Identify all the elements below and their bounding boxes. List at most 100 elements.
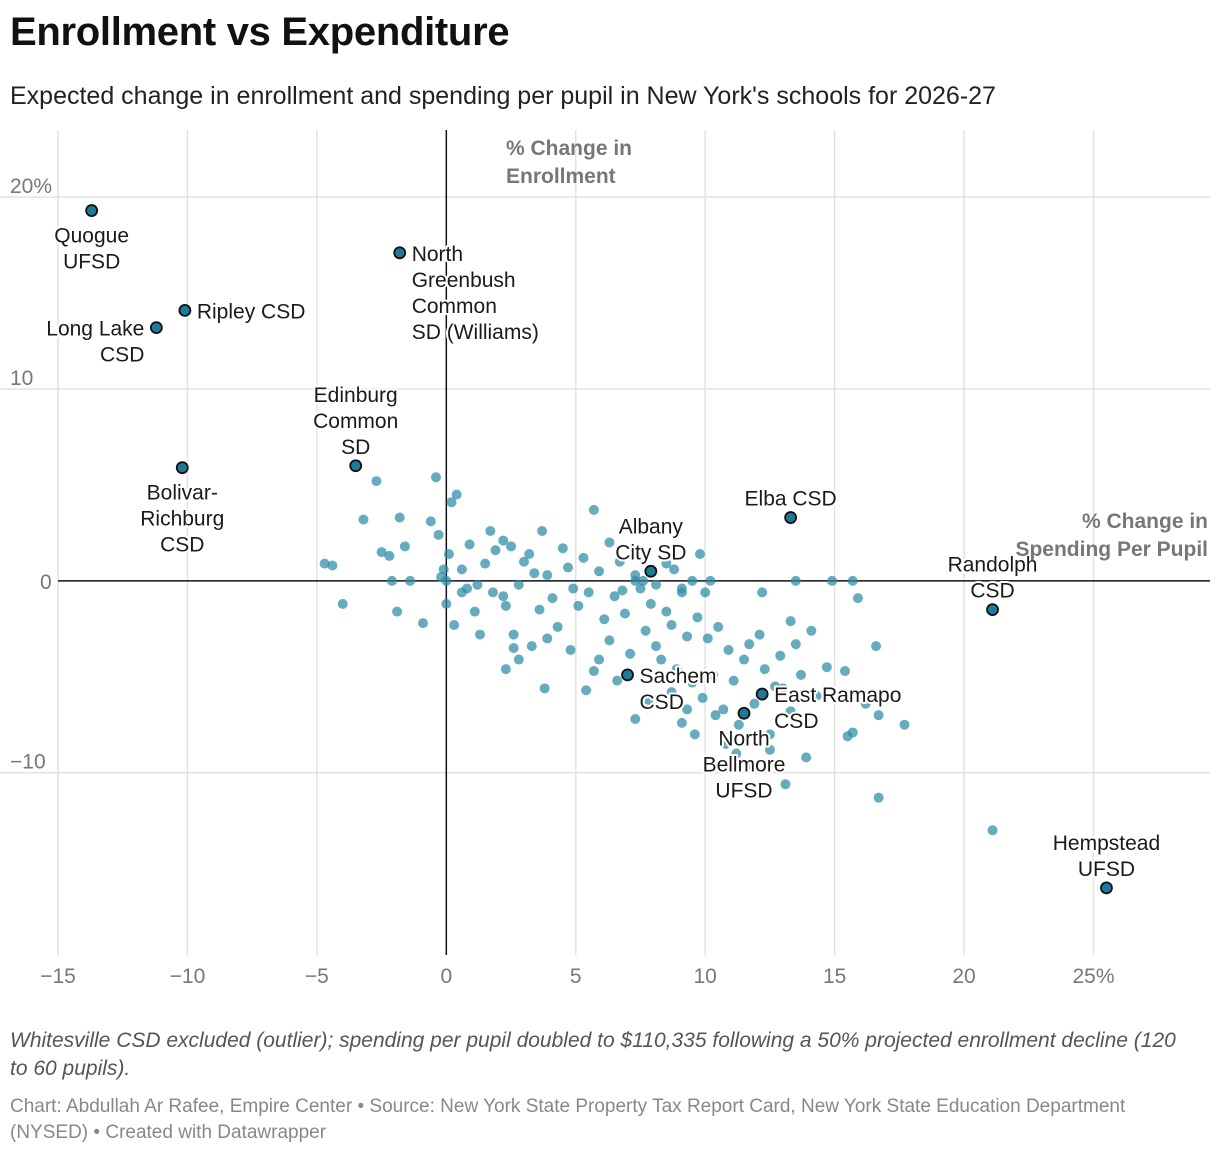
data-point [764,729,775,740]
point-label: CSD [100,344,144,367]
credit-source: Source: New York State Property Tax Repo… [10,1096,1126,1143]
x-tick-label: −10 [170,965,206,988]
credit-chart: Chart: Abdullah Ar Rafee, Empire Center [10,1096,353,1117]
point-label: City SD [615,541,686,564]
data-point [451,489,462,500]
data-point [542,633,553,644]
data-point [588,504,599,515]
data-point [425,516,436,527]
data-point [671,664,682,675]
data-point [702,633,713,644]
data-point [472,579,483,590]
data-point [529,568,540,579]
data-point [487,587,498,598]
data-point [705,575,716,586]
data-point [873,792,884,803]
credit-separator: • [93,1122,101,1143]
point-label: CSD [774,710,818,733]
data-point [695,549,706,560]
data-point [524,549,535,560]
point-label: Bolivar- [147,482,218,505]
data-point [692,612,703,623]
data-point [871,641,882,652]
data-point [842,731,853,742]
data-point [513,579,524,590]
data-point [638,575,649,586]
data-point [619,608,630,619]
data-point [821,662,832,673]
highlighted-point [644,564,658,578]
point-label: Edinburg [314,384,398,407]
data-point [640,625,651,636]
data-point [552,621,563,632]
data-point [581,685,592,696]
data-point [599,614,610,625]
data-point [666,620,677,630]
data-point [418,618,429,629]
x-tick-label: 25% [1072,965,1114,988]
point-label: SD [341,436,370,459]
data-point [578,552,589,563]
data-point [386,575,397,586]
highlighted-point [175,461,189,475]
data-point [689,729,700,740]
highlighted-point [986,603,999,617]
data-point [899,719,910,730]
highlighted-points [85,204,1113,895]
data-point [394,512,405,523]
x-tick-label: −15 [40,965,76,988]
highlighted-point [737,706,751,720]
data-point [847,575,858,586]
point-label: North [718,727,769,750]
data-point [588,666,599,677]
highlighted-point [393,246,407,260]
data-point [547,593,558,604]
highlighted-point [178,303,192,317]
point-label: UFSD [1078,858,1135,881]
data-point [542,570,553,581]
data-point [645,598,656,609]
data-point [757,587,768,598]
data-point [446,497,457,508]
data-point [537,525,548,536]
data-point [630,570,641,581]
data-point [676,717,687,728]
data-point [687,575,698,586]
highlighted-point [85,204,99,217]
data-point [337,598,348,609]
data-point [604,537,615,548]
point-label: CSD [640,691,684,714]
data-point [754,629,765,640]
data-point [469,606,480,617]
data-point [464,539,475,550]
data-point [609,591,620,602]
footnote: Whitesville CSD excluded (outlier); spen… [10,1029,1176,1080]
data-point [770,681,781,692]
data-point [583,587,594,598]
data-point [562,562,573,573]
data-point [746,760,757,771]
x-tick-label: 15 [823,965,846,988]
data-point [399,541,410,552]
data-point [441,598,452,609]
data-point [723,644,734,655]
point-label: UFSD [715,779,772,802]
point-label: Common [412,295,497,318]
data-point [625,648,636,659]
data-point [438,564,449,575]
point-label: East Ramapo [774,684,901,707]
data-point [518,556,529,567]
data-point [612,675,623,686]
point-label: CSD [970,580,1014,603]
point-label: Ripley CSD [197,300,306,323]
point-label: Greenbush [412,269,516,292]
data-point [573,600,584,611]
data-point [327,560,338,571]
data-point [839,666,850,677]
data-point [775,650,786,661]
data-point [500,664,511,675]
data-point [319,558,330,569]
data-point [568,583,579,594]
data-point [661,606,672,617]
data-point [697,692,708,703]
